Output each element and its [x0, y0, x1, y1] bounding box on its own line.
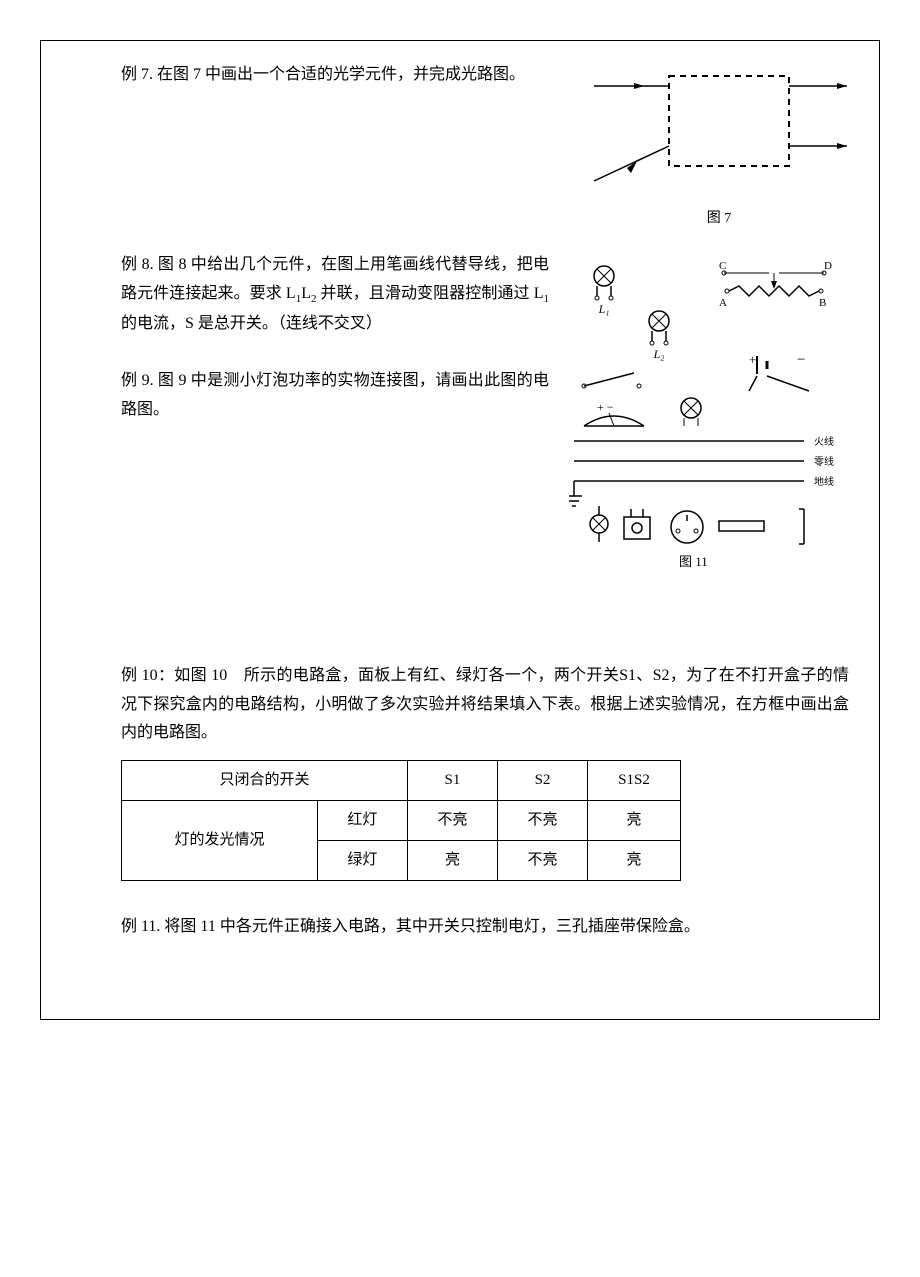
problem-11-text: 例 11. 将图 11 中各元件正确接入电路，其中开关只控制电灯，三孔插座带保险…: [121, 913, 849, 942]
th-s2: S2: [497, 761, 587, 801]
problem-7: 例 7. 在图 7 中画出一个合适的光学元件，并完成光路图。 图 7: [121, 61, 849, 231]
spacer: [121, 602, 849, 662]
p8-mid2: 并联，且滑动变阻器控制通过 L: [316, 285, 543, 302]
td-r-s2: 不亮: [497, 801, 587, 841]
table-row: 只闭合的开关 S1 S2 S1S2: [122, 761, 681, 801]
a-label: A: [719, 297, 727, 309]
l2-label: L₂: [653, 347, 665, 361]
svg-text:+ −: + −: [597, 400, 614, 414]
td-g-s1s2: 亮: [588, 841, 681, 881]
td-r-s1: 不亮: [407, 801, 497, 841]
d-label: D: [824, 260, 832, 272]
figure-8-11: L₁ C D A: [569, 251, 849, 582]
td-g-s1: 亮: [407, 841, 497, 881]
zero-label: 零线: [814, 455, 834, 468]
figure-7-caption: 图 7: [589, 206, 849, 231]
fire-label: 火线: [814, 435, 834, 448]
td-red: 红灯: [317, 801, 407, 841]
p8-sub3: 1: [544, 293, 550, 305]
td-rowlabel: 灯的发光情况: [122, 801, 318, 881]
ground-label: 地线: [814, 475, 834, 488]
p8-suffix: 的电流，S 是总开关。（连线不交叉）: [121, 315, 382, 332]
th-s1: S1: [407, 761, 497, 801]
experiment-table: 只闭合的开关 S1 S2 S1S2 灯的发光情况 红灯 不亮 不亮 亮 绿灯 亮…: [121, 760, 681, 881]
problem-9-text: 例 9. 图 9 中是测小灯泡功率的实物连接图，请画出此图的电路图。: [121, 367, 549, 425]
p8-mid1: L: [301, 285, 311, 302]
problem-10-text: 例 10：如图 10 所示的电路盒，面板上有红、绿灯各一个，两个开关S1、S2，…: [121, 662, 849, 748]
circuit-components-icon: L₁ C D A: [569, 251, 849, 571]
td-r-s1s2: 亮: [588, 801, 681, 841]
optics-diagram-icon: [589, 61, 849, 191]
fig11-caption: 图 11: [679, 554, 708, 569]
problem-8-text: 例 8. 图 8 中给出几个元件，在图上用笔画线代替导线，把电路元件连接起来。要…: [121, 251, 549, 339]
problem-10: 例 10：如图 10 所示的电路盒，面板上有红、绿灯各一个，两个开关S1、S2，…: [121, 662, 849, 893]
th-switch: 只闭合的开关: [122, 761, 408, 801]
page-frame: 例 7. 在图 7 中画出一个合适的光学元件，并完成光路图。 图 7: [40, 40, 880, 1020]
problem-11: 例 11. 将图 11 中各元件正确接入电路，其中开关只控制电灯，三孔插座带保险…: [121, 913, 849, 942]
svg-text:−: −: [797, 352, 805, 368]
l1-label: L₁: [598, 302, 610, 316]
svg-text:+: +: [749, 352, 756, 367]
b-label: B: [819, 297, 826, 309]
content-wrapper: 例 7. 在图 7 中画出一个合适的光学元件，并完成光路图。 图 7: [71, 61, 849, 942]
td-green: 绿灯: [317, 841, 407, 881]
th-s1s2: S1S2: [588, 761, 681, 801]
figure-7: 图 7: [589, 61, 849, 231]
table-row: 灯的发光情况 红灯 不亮 不亮 亮: [122, 801, 681, 841]
c-label: C: [719, 260, 726, 272]
td-g-s2: 不亮: [497, 841, 587, 881]
problem-7-text: 例 7. 在图 7 中画出一个合适的光学元件，并完成光路图。: [121, 61, 569, 90]
problem-8-9-block: 例 8. 图 8 中给出几个元件，在图上用笔画线代替导线，把电路元件连接起来。要…: [121, 251, 849, 582]
